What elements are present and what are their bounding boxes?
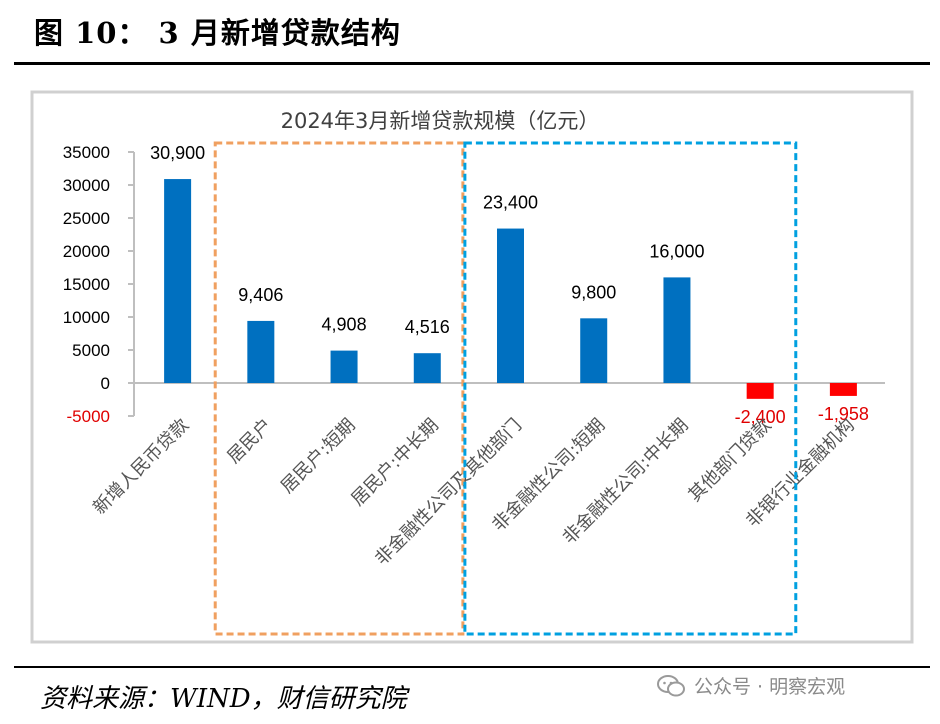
y-tick-label: 25000	[63, 209, 110, 228]
y-tick-label: -5000	[67, 407, 110, 426]
group-boxes	[213, 141, 798, 636]
bar	[413, 353, 441, 383]
data-label: 23,400	[483, 193, 538, 213]
chart-frame	[30, 90, 914, 644]
y-tick-label: 0	[101, 374, 110, 393]
bar	[663, 277, 691, 383]
data-label: 16,000	[649, 241, 704, 261]
bar	[330, 350, 358, 383]
y-tick-label: 20000	[63, 242, 110, 261]
data-label: 30,900	[150, 143, 205, 163]
household-group-box	[213, 141, 465, 636]
bottom-rule	[14, 666, 930, 668]
y-tick-label: 30000	[63, 176, 110, 195]
source-note: 资料来源：WIND，财信研究院	[40, 684, 407, 714]
bar	[247, 320, 275, 383]
bar	[497, 228, 524, 383]
watermark: 公众号 · 明察宏观	[656, 672, 845, 699]
bar	[746, 383, 774, 399]
nonfinancial-group-box	[463, 141, 798, 636]
data-label: -2,400	[735, 407, 786, 427]
data-label: 9,406	[238, 285, 283, 305]
y-tick-label: 10000	[63, 308, 110, 327]
data-label: 4,516	[405, 317, 450, 337]
data-label: 4,908	[322, 315, 367, 335]
watermark-text: 公众号 · 明察宏观	[694, 676, 846, 698]
y-tick-label: 5000	[72, 341, 110, 360]
top-rule	[14, 62, 930, 65]
y-tick-label: 15000	[63, 275, 110, 294]
wechat-icon	[657, 674, 685, 696]
y-tick-label: 35000	[63, 143, 110, 162]
bar	[580, 318, 608, 383]
data-label: -1,958	[818, 404, 869, 424]
bar	[164, 179, 192, 383]
chart-title: 2024年3月新增贷款规模（亿元）	[281, 109, 600, 133]
bar	[829, 383, 857, 396]
figure-title: 图 10： 3 月新增贷款结构	[34, 16, 401, 50]
bar-layer	[164, 179, 857, 399]
data-label: 9,800	[571, 282, 616, 302]
axis-layer: 35000 30000 25000 20000 15000 10000 5000 0 -5000	[63, 143, 885, 426]
